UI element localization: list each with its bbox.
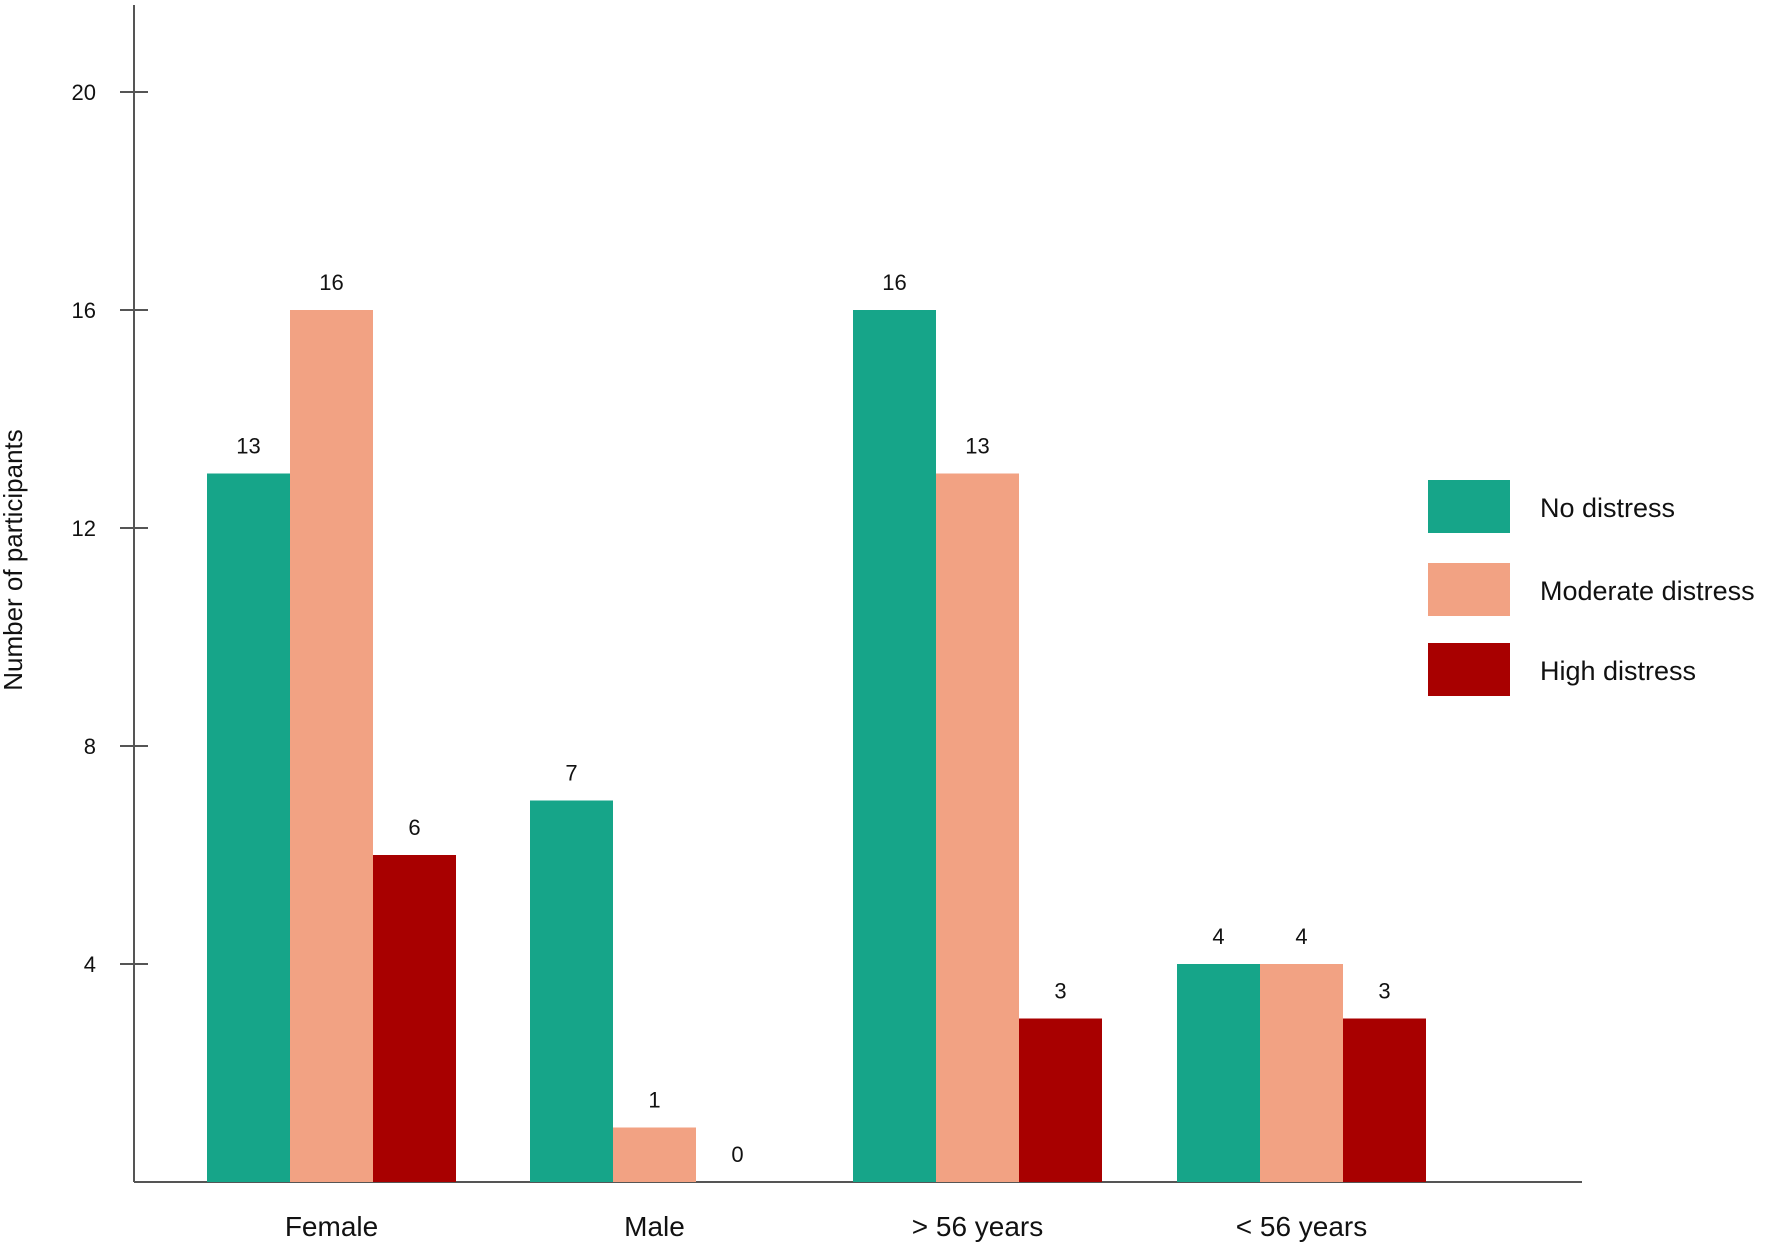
bar-no-distress xyxy=(853,310,936,1182)
bar-moderate-distress xyxy=(936,473,1019,1182)
bar-value-label: 4 xyxy=(1295,924,1307,949)
bar-value-label: 16 xyxy=(319,270,343,295)
legend-label: High distress xyxy=(1540,656,1696,686)
y-tick-label: 8 xyxy=(84,734,96,759)
bars xyxy=(207,310,1426,1182)
category-label: < 56 years xyxy=(1236,1211,1368,1242)
legend: No distress Moderate distress High distres… xyxy=(1428,480,1755,696)
bar-high-distress xyxy=(1343,1018,1426,1182)
bar-value-label: 1 xyxy=(648,1088,660,1113)
legend-swatch xyxy=(1428,643,1510,696)
legend-swatch xyxy=(1428,563,1510,616)
bar-value-label: 3 xyxy=(1054,979,1066,1004)
legend-label: Moderate distress xyxy=(1540,576,1755,606)
bar-value-label: 0 xyxy=(731,1142,743,1167)
bar-no-distress xyxy=(530,800,613,1182)
bar-value-label: 16 xyxy=(882,270,906,295)
legend-swatch xyxy=(1428,480,1510,533)
data-labels: 13 16 6 7 1 0 16 13 3 4 4 3 xyxy=(236,270,1390,1167)
bar-value-label: 13 xyxy=(965,434,989,459)
bar-high-distress xyxy=(373,855,456,1182)
category-label: > 56 years xyxy=(912,1211,1044,1242)
legend-label: No distress xyxy=(1540,493,1675,523)
bar-value-label: 13 xyxy=(236,434,260,459)
bar-value-label: 4 xyxy=(1212,924,1224,949)
y-tick-label: 4 xyxy=(84,952,96,977)
category-label: Male xyxy=(624,1211,685,1242)
y-tick-label: 16 xyxy=(72,298,96,323)
bar-value-label: 7 xyxy=(565,761,577,786)
bar-value-label: 3 xyxy=(1378,979,1390,1004)
bar-value-label: 6 xyxy=(408,815,420,840)
bar-no-distress xyxy=(207,473,290,1182)
y-ticks: 4 8 12 16 20 xyxy=(72,80,148,977)
bar-no-distress xyxy=(1177,964,1260,1182)
bar-high-distress xyxy=(1019,1018,1102,1182)
bar-moderate-distress xyxy=(290,310,373,1182)
category-labels: Female Male > 56 years < 56 years xyxy=(285,1211,1367,1242)
y-tick-label: 12 xyxy=(72,516,96,541)
y-axis-title: Number of participants xyxy=(0,429,28,691)
y-tick-label: 20 xyxy=(72,80,96,105)
bar-moderate-distress xyxy=(613,1127,696,1182)
category-label: Female xyxy=(285,1211,378,1242)
bar-moderate-distress xyxy=(1260,964,1343,1182)
